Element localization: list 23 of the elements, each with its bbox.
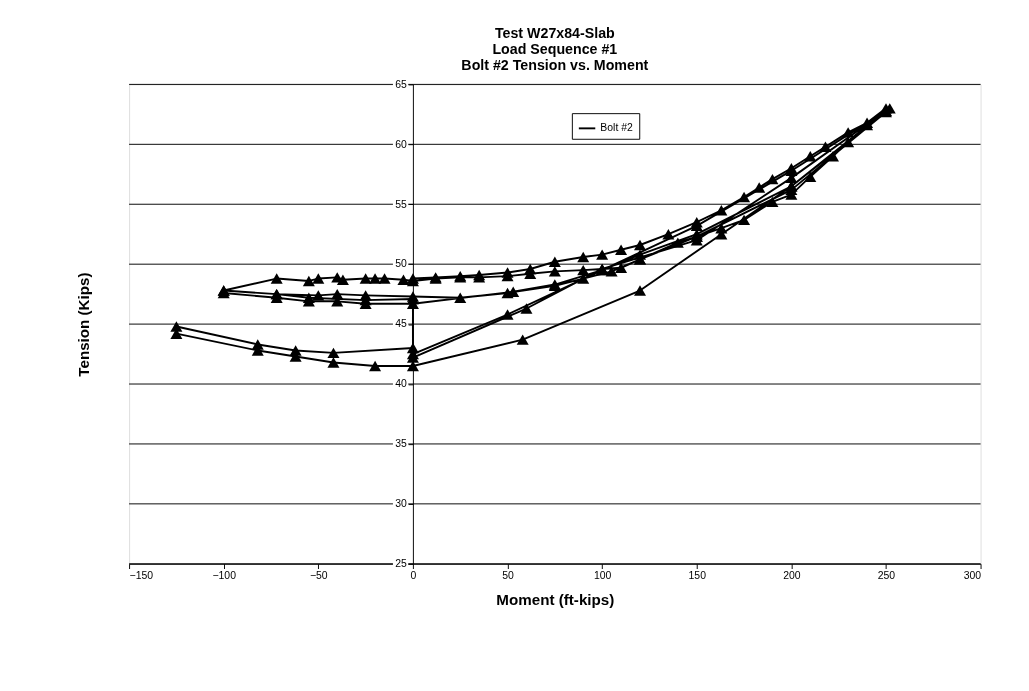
x-tick-label: 0 xyxy=(410,570,417,582)
y-tick-label: 35 xyxy=(395,438,407,450)
y-tick-label: 40 xyxy=(395,378,407,390)
chart-title: Test W27x84-Slab Load Sequence #1 Bolt #2 Tension vs. Moment xyxy=(461,24,649,74)
y-tick-label: 30 xyxy=(395,498,407,510)
x-tick-label: −100 xyxy=(212,570,237,582)
y-tick-label: 55 xyxy=(395,198,407,210)
x-axis-title: Moment (ft-kips) xyxy=(496,591,615,609)
x-tick-label: 150 xyxy=(688,570,707,582)
y-tick-label: 60 xyxy=(395,138,407,150)
y-tick-label: 45 xyxy=(395,318,407,330)
y-tick-label: 50 xyxy=(395,258,407,270)
legend-label: Bolt #2 xyxy=(600,122,634,134)
y-tick-label: 25 xyxy=(395,558,407,570)
x-tick-label: −50 xyxy=(309,570,328,582)
x-tick-label: 300 xyxy=(963,570,982,582)
y-axis-title: Tension (Kips) xyxy=(74,272,92,377)
x-tick-label: −150 xyxy=(129,570,154,582)
x-tick-label: 100 xyxy=(593,570,612,582)
x-tick-label: 50 xyxy=(502,570,515,582)
y-tick-label: 65 xyxy=(395,78,407,90)
x-tick-label: 250 xyxy=(877,570,896,582)
x-tick-label: 200 xyxy=(783,570,801,582)
